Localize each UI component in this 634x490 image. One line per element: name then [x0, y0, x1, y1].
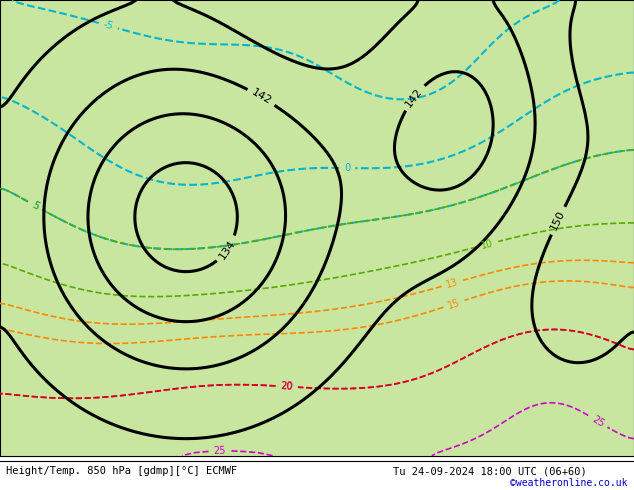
Text: 25: 25 [590, 414, 605, 429]
Text: 15: 15 [446, 297, 462, 311]
Text: 20: 20 [280, 381, 293, 392]
Text: 0: 0 [344, 163, 351, 173]
Text: 5: 5 [30, 200, 40, 212]
Text: Height/Temp. 850 hPa [gdmp][°C] ECMWF: Height/Temp. 850 hPa [gdmp][°C] ECMWF [6, 466, 238, 476]
Text: 142: 142 [404, 86, 425, 109]
Text: 5: 5 [30, 200, 40, 212]
Text: -5: -5 [102, 20, 114, 32]
Text: 150: 150 [549, 209, 567, 232]
Text: Tu 24-09-2024 18:00 UTC (06+60): Tu 24-09-2024 18:00 UTC (06+60) [393, 466, 587, 476]
Text: 134: 134 [217, 238, 237, 261]
Text: ©weatheronline.co.uk: ©weatheronline.co.uk [510, 478, 628, 488]
Text: 13: 13 [445, 277, 460, 290]
Text: 20: 20 [280, 381, 293, 392]
Text: 142: 142 [250, 87, 273, 107]
Text: 25: 25 [214, 446, 226, 456]
Text: 10: 10 [481, 238, 495, 250]
